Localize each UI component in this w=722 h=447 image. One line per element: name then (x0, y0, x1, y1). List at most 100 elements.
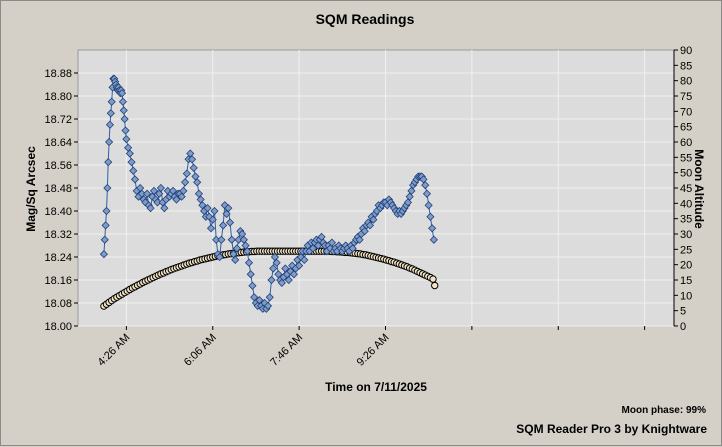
sqm-point (217, 235, 226, 244)
sqm-point (267, 275, 276, 285)
sqm-point (149, 186, 159, 195)
sqm-point (119, 106, 128, 115)
y2-tick-label: 70 (680, 106, 692, 118)
y2-tick-label: 10 (680, 290, 692, 302)
sqm-point (208, 215, 217, 224)
sqm-point (284, 275, 293, 285)
sqm-point (243, 247, 252, 256)
sqm-point (181, 178, 190, 187)
sqm-point (246, 270, 255, 279)
sqm-point (129, 166, 138, 175)
y-tick-label: 18.40 (44, 206, 72, 218)
sqm-point (103, 183, 112, 193)
sqm-point (231, 255, 240, 264)
y-tick-label: 18.64 (44, 137, 72, 149)
y2-tick-label: 35 (680, 214, 692, 226)
sqm-point (225, 218, 235, 227)
y-tick-label: 18.56 (44, 160, 72, 172)
horizontal-grid (78, 72, 674, 327)
y2-tick-label: 30 (680, 229, 692, 241)
right-axis-ticks: 0 5 10 15 20 25 30 35 40 45 50 55 60 65 70 75 80 85 90 (673, 45, 692, 333)
sqm-point (121, 126, 130, 135)
sqm-point (244, 258, 254, 267)
sqm-point (206, 224, 216, 233)
sqm-point (405, 192, 414, 201)
sqm-point (193, 178, 202, 187)
y-tick-label: 18.32 (44, 229, 72, 241)
sqm-point (146, 204, 155, 213)
sqm-point (327, 238, 337, 247)
sqm-point (314, 241, 323, 250)
sqm-point (365, 221, 375, 230)
sqm-point (263, 301, 273, 310)
sqm-point (130, 175, 140, 184)
x-tick-label: 9:26 AM (355, 332, 392, 369)
sqm-point (429, 235, 438, 244)
sqm-point (105, 120, 115, 129)
sqm-point (100, 235, 109, 244)
sqm-point (269, 264, 278, 273)
y2-tick-label: 55 (680, 152, 692, 164)
y-tick-label: 18.48 (44, 183, 72, 195)
sqm-point (300, 255, 309, 264)
sqm-point (101, 221, 110, 230)
y-axis-label: Mag/Sq Arcsec (24, 146, 38, 232)
y2-tick-label: 85 (680, 60, 692, 72)
y-tick-label: 18.80 (44, 91, 72, 103)
sqm-point (210, 206, 219, 216)
sqm-point (118, 97, 127, 106)
y2-tick-label: 20 (680, 260, 692, 272)
y2-tick-label: 90 (680, 45, 692, 57)
sqm-point (220, 201, 229, 210)
y2-tick-label: 25 (680, 244, 692, 256)
left-axis-ticks: 18.00 18.08 18.16 18.24 18.32 18.40 18.48 18.56… (44, 68, 78, 333)
sqm-point (219, 221, 228, 230)
y2-tick-label: 40 (680, 198, 692, 210)
sqm-series (99, 74, 438, 313)
sqm-point (272, 258, 281, 267)
y-tick-label: 18.08 (44, 298, 72, 310)
sqm-point (369, 215, 378, 224)
y2-tick-label: 65 (680, 122, 692, 134)
bottom-axis-ticks: 4:26 AM 6:06 AM 7:46 AM 9:26 AM (95, 326, 646, 369)
sqm-point (422, 189, 432, 198)
sqm-point (205, 212, 214, 221)
y2-tick-label: 80 (680, 76, 692, 88)
sqm-point (295, 261, 304, 270)
y2-tick-label: 45 (680, 183, 692, 195)
sqm-point (104, 158, 113, 167)
sqm-point (189, 163, 198, 172)
y2-tick-label: 50 (680, 168, 692, 180)
moon-point (431, 281, 439, 290)
sqm-point (232, 244, 241, 253)
sqm-point (117, 89, 127, 98)
sqm-point (248, 281, 257, 290)
x-tick-label: 6:06 AM (182, 332, 219, 369)
y-tick-label: 18.16 (44, 275, 72, 287)
y2-axis-label: Moon Altitude (692, 149, 706, 229)
sqm-point (143, 189, 152, 198)
y2-tick-label: 15 (680, 275, 692, 287)
y2-tick-label: 60 (680, 137, 692, 149)
sqm-point (122, 135, 131, 144)
chart-title: SQM Readings (316, 11, 415, 27)
sqm-point (308, 244, 318, 253)
sqm-point (125, 149, 134, 158)
sqm-point (426, 212, 435, 221)
sqm-point (127, 158, 136, 167)
x-tick-label: 4:26 AM (95, 332, 132, 369)
sqm-point (107, 97, 116, 106)
sqm-point (286, 267, 295, 276)
sqm-point (182, 169, 191, 178)
sqm-point (172, 195, 181, 204)
moon-point (429, 275, 437, 283)
y-tick-label: 18.72 (44, 114, 72, 126)
sqm-point (265, 293, 274, 302)
sqm-point (424, 201, 433, 210)
y-tick-label: 18.24 (44, 252, 72, 264)
sqm-point (215, 252, 224, 262)
sqm-point (203, 204, 212, 213)
y-tick-label: 18.00 (44, 321, 72, 333)
